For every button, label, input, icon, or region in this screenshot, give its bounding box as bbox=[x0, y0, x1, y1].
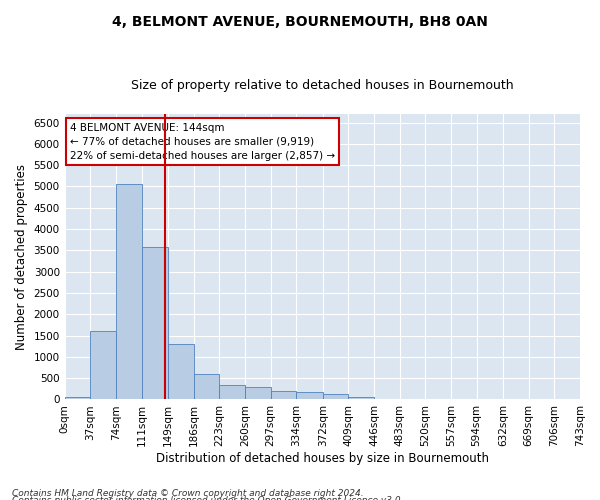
Bar bbox=[194, 374, 220, 400]
Bar bbox=[168, 344, 194, 400]
Bar bbox=[65, 398, 91, 400]
Y-axis label: Number of detached properties: Number of detached properties bbox=[15, 164, 28, 350]
Text: 4 BELMONT AVENUE: 144sqm
← 77% of detached houses are smaller (9,919)
22% of sem: 4 BELMONT AVENUE: 144sqm ← 77% of detach… bbox=[70, 122, 335, 160]
Bar bbox=[142, 247, 168, 400]
Bar bbox=[245, 386, 271, 400]
Text: Contains public sector information licensed under the Open Government Licence v3: Contains public sector information licen… bbox=[12, 496, 404, 500]
Title: Size of property relative to detached houses in Bournemouth: Size of property relative to detached ho… bbox=[131, 79, 514, 92]
Bar bbox=[271, 391, 296, 400]
Text: 4, BELMONT AVENUE, BOURNEMOUTH, BH8 0AN: 4, BELMONT AVENUE, BOURNEMOUTH, BH8 0AN bbox=[112, 15, 488, 29]
Bar bbox=[91, 332, 116, 400]
Bar bbox=[220, 384, 245, 400]
Bar bbox=[323, 394, 349, 400]
Text: Contains HM Land Registry data © Crown copyright and database right 2024.: Contains HM Land Registry data © Crown c… bbox=[12, 488, 364, 498]
Bar bbox=[296, 392, 323, 400]
Bar bbox=[116, 184, 142, 400]
X-axis label: Distribution of detached houses by size in Bournemouth: Distribution of detached houses by size … bbox=[156, 452, 489, 465]
Bar bbox=[349, 398, 374, 400]
